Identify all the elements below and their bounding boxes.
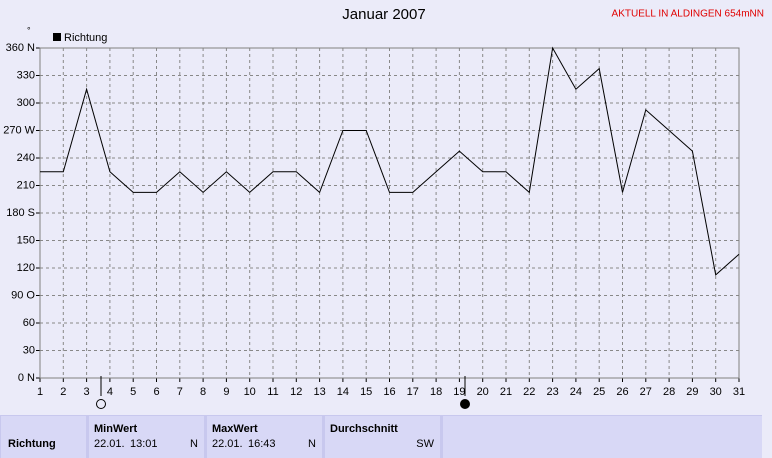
x-tick-label: 8	[200, 386, 206, 398]
summary-cell	[207, 416, 322, 458]
y-tick-label: 270 W	[3, 124, 35, 136]
y-tick-label: 330	[17, 69, 35, 81]
x-tick-label: 26	[616, 386, 628, 398]
x-tick-label: 11	[267, 386, 278, 398]
x-tick-label: 3	[84, 386, 90, 398]
station-note: AKTUELL IN ALDINGEN 654mNN	[612, 9, 764, 20]
x-tick-label: 1	[37, 386, 43, 398]
summary-cell	[1, 416, 86, 458]
legend-label: Richtung	[64, 32, 107, 44]
x-tick-label: 15	[360, 386, 372, 398]
x-tick-label: 22	[523, 386, 535, 398]
y-tick-label: 120	[17, 262, 35, 274]
y-tick-label: 0 N	[18, 372, 35, 384]
y-tick-label: 150	[17, 234, 35, 246]
x-tick-label: 27	[640, 386, 652, 398]
y-tick-label: 60	[23, 317, 35, 329]
y-tick-label: 90 O	[11, 289, 35, 301]
x-tick-label: 28	[663, 386, 675, 398]
moon-icon	[96, 399, 106, 409]
data-line	[40, 46, 740, 276]
moon-icon	[460, 399, 470, 409]
y-tick-label: 300	[17, 97, 35, 109]
x-tick-label: 10	[244, 386, 256, 398]
x-tick-label: 13	[313, 386, 325, 398]
x-tick-label: 12	[290, 386, 302, 398]
x-tick-label: 30	[710, 386, 722, 398]
x-tick-label: 19	[453, 386, 465, 398]
x-tick-label: 18	[430, 386, 442, 398]
summary-time: 16:43	[248, 438, 276, 450]
chart-title: Januar 2007	[342, 6, 425, 23]
plot-border	[39, 47, 740, 379]
x-tick-label: 14	[337, 386, 349, 398]
y-tick-label: 360 N	[6, 42, 35, 54]
summary-row-label: Richtung	[8, 438, 56, 450]
y-tick-label: 30	[23, 344, 35, 356]
y-unit: °	[27, 25, 31, 35]
y-tick-label: 240	[17, 152, 35, 164]
y-tick-label: 210	[17, 179, 35, 191]
x-tick-label: 31	[733, 386, 745, 398]
x-tick-label: 7	[177, 386, 183, 398]
summary-heading: Durchschnitt	[330, 423, 398, 435]
summary-direction: N	[190, 438, 198, 450]
x-tick-label: 2	[60, 386, 66, 398]
legend-swatch	[53, 33, 61, 41]
summary-heading: MinWert	[94, 423, 138, 435]
x-tick-label: 24	[570, 386, 582, 398]
summary-date: 22.01.	[212, 438, 243, 450]
x-tick-label: 4	[107, 386, 113, 398]
summary-time: 13:01	[130, 438, 158, 450]
x-tick-label: 17	[407, 386, 419, 398]
x-tick-label: 16	[383, 386, 395, 398]
x-tick-label: 23	[546, 386, 558, 398]
x-tick-label: 29	[686, 386, 698, 398]
x-tick-label: 21	[500, 386, 512, 398]
x-tick-label: 25	[593, 386, 605, 398]
x-tick-label: 20	[477, 386, 489, 398]
summary-cell	[443, 416, 762, 458]
summary-direction: N	[308, 438, 316, 450]
x-tick-label: 6	[153, 386, 159, 398]
summary-heading: MaxWert	[212, 423, 258, 435]
x-tick-label: 5	[130, 386, 136, 398]
x-tick-label: 9	[223, 386, 229, 398]
y-tick-label: 180 S	[6, 207, 35, 219]
summary-date: 22.01.	[94, 438, 125, 450]
summary-cell	[325, 416, 440, 458]
summary-direction: SW	[416, 438, 434, 450]
summary-cell	[89, 416, 204, 458]
